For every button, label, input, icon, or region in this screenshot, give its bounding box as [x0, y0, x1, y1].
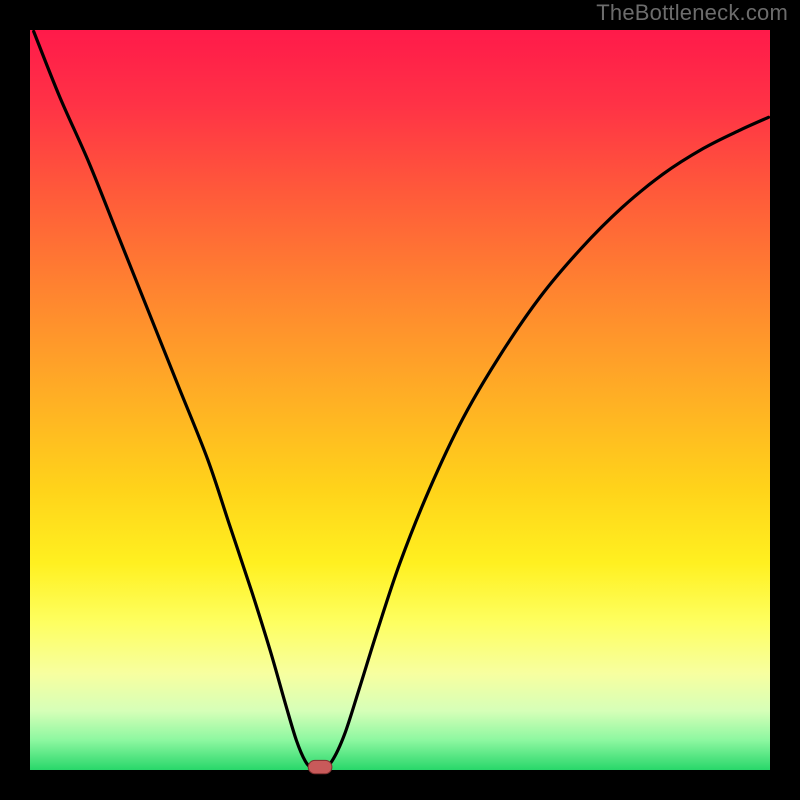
watermark-text: TheBottleneck.com — [596, 0, 788, 26]
optimum-marker — [308, 760, 332, 773]
bottleneck-chart — [0, 0, 800, 800]
plot-background — [30, 30, 770, 770]
chart-stage: TheBottleneck.com — [0, 0, 800, 800]
